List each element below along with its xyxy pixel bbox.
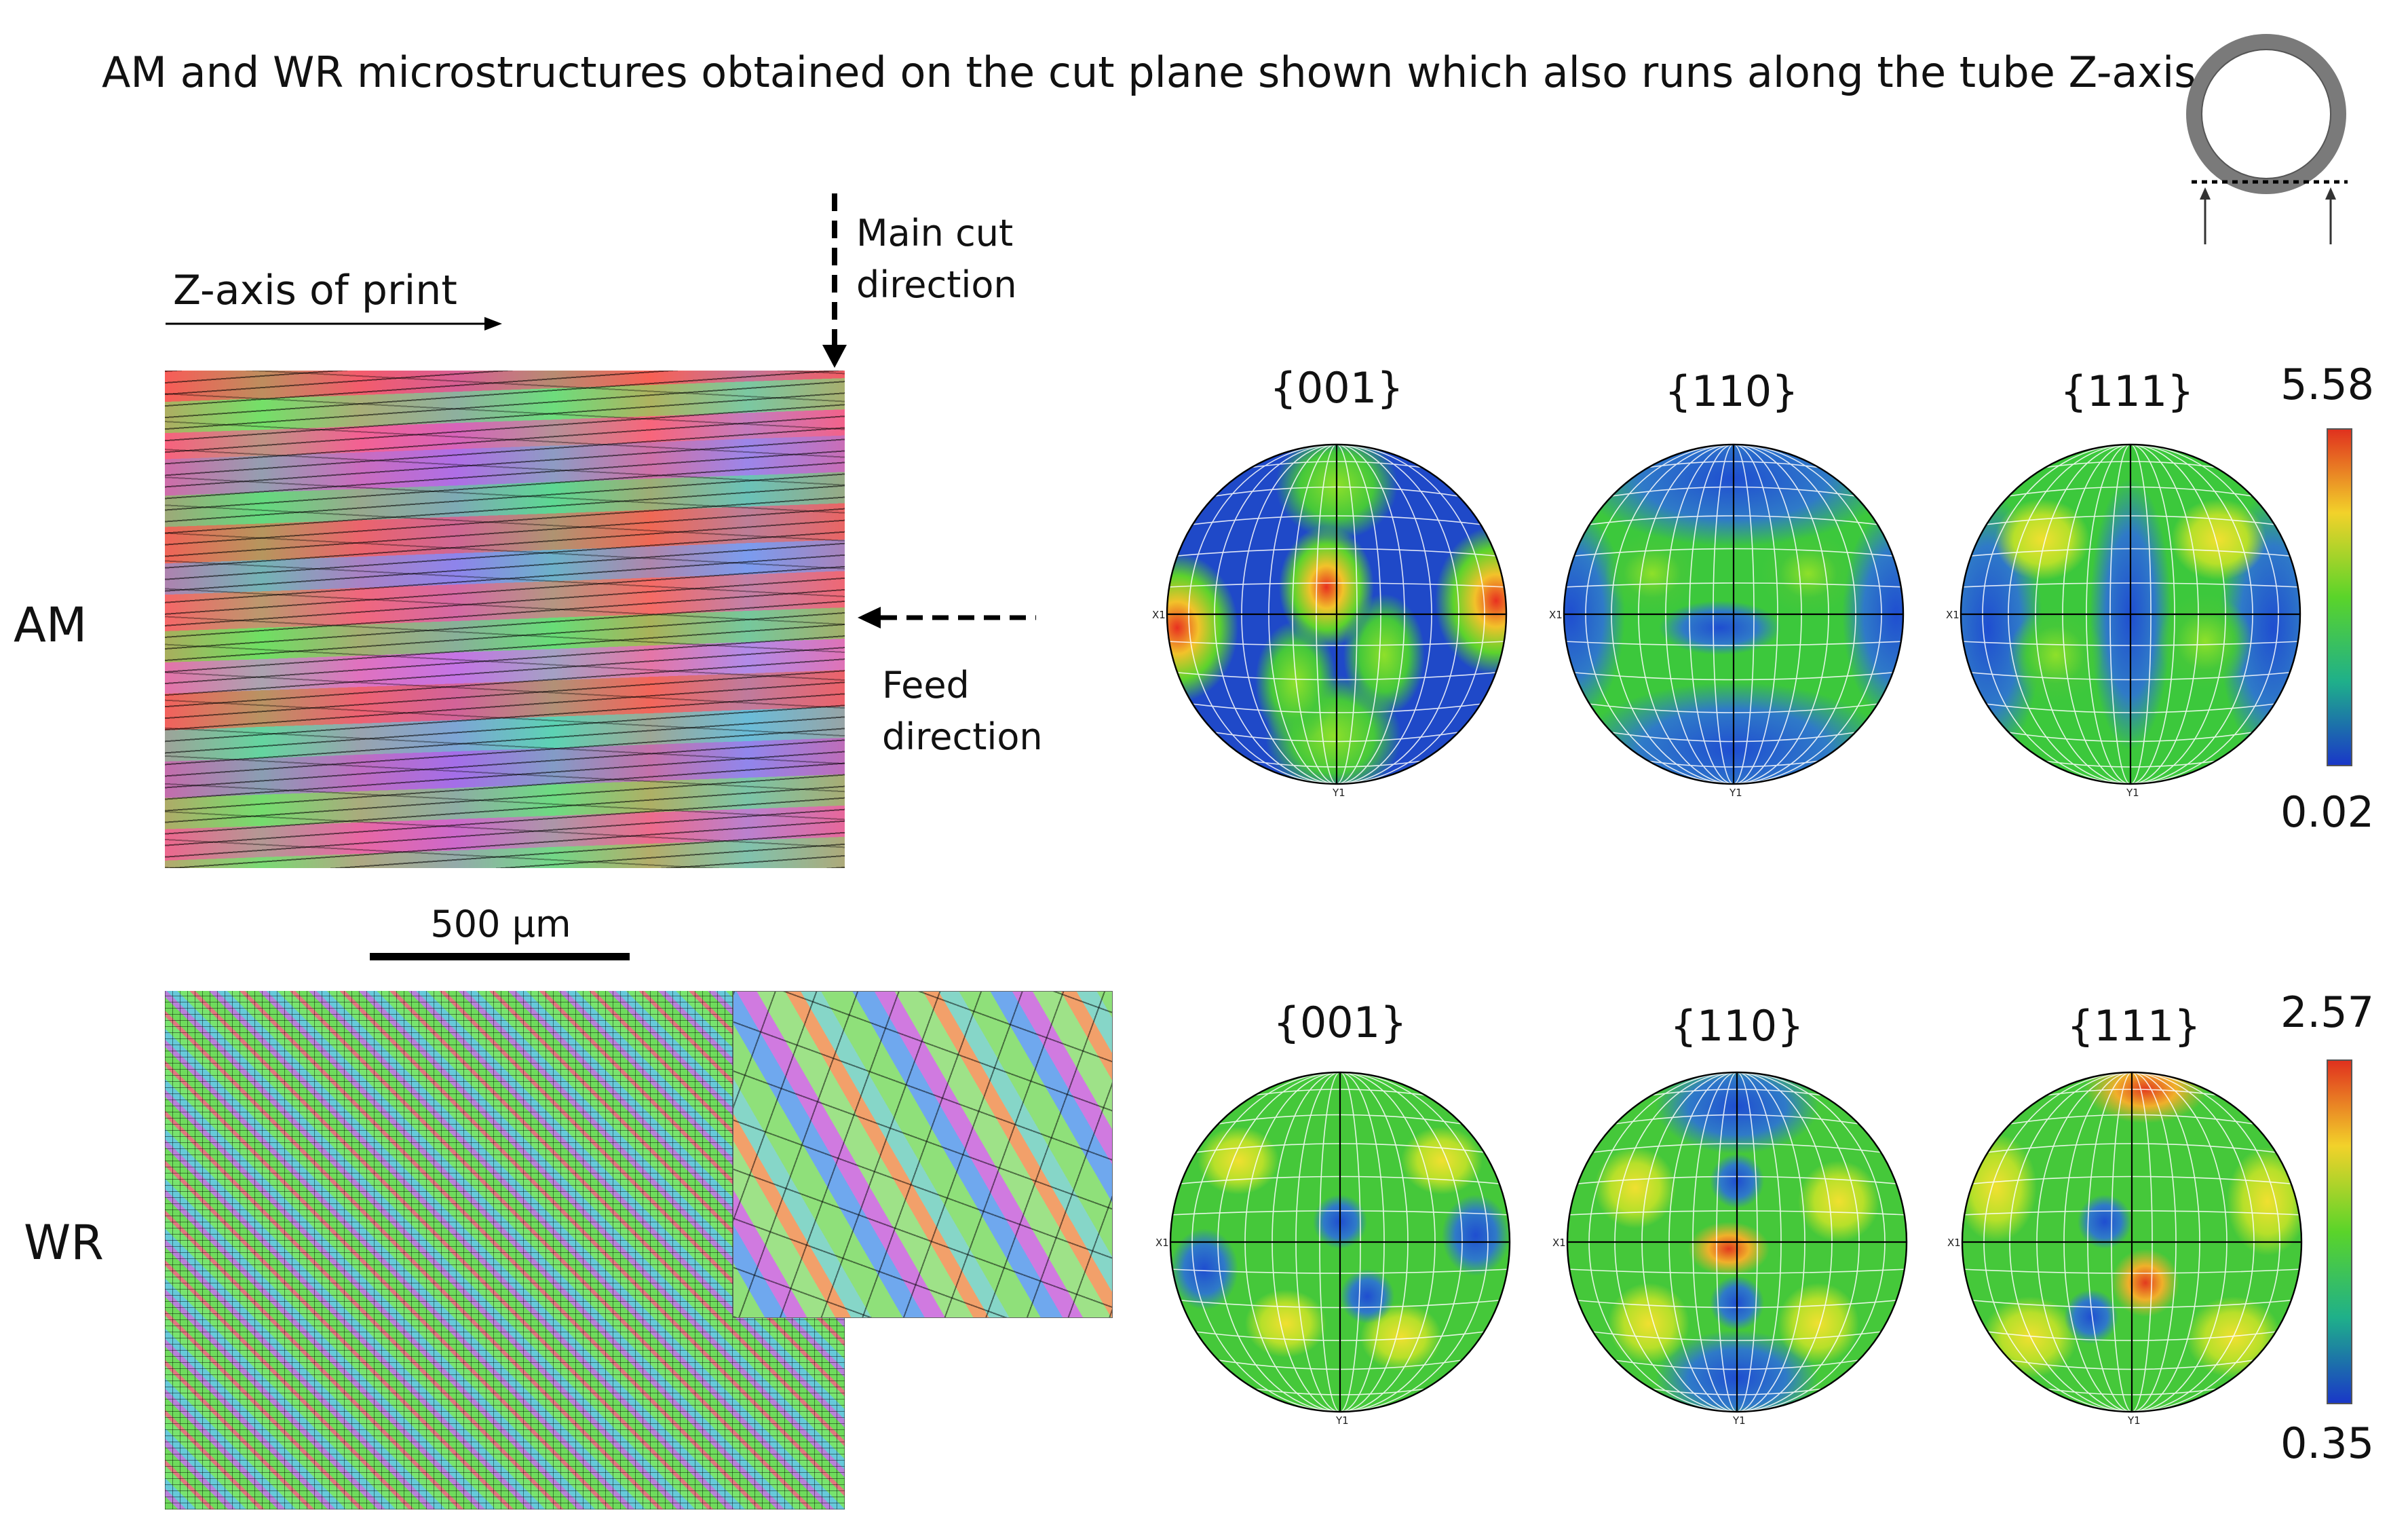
feed-direction-label: Feed direction [882, 660, 1043, 763]
am-colorbar-max: 5.58 [2280, 360, 2375, 409]
axis-x1-label: X1 [1552, 1237, 1566, 1249]
am-pf-label-001: {001} [1269, 363, 1404, 413]
wr-colorbar-max: 2.57 [2280, 988, 2375, 1037]
axis-y1-label: Y1 [1729, 787, 1742, 799]
axis-y1-label: Y1 [1732, 1414, 1746, 1427]
main-cut-line1: Main cut [856, 212, 1014, 255]
am-pole-figure-110: X1 Y1 [1549, 443, 1905, 799]
wr-colorbar [2327, 1059, 2352, 1404]
z-axis-label: Z-axis of print [173, 267, 457, 314]
scale-bar [370, 953, 630, 960]
wr-inset-magnified [733, 991, 1113, 1318]
axis-x1-label: X1 [1549, 609, 1563, 621]
wr-pf-label-001: {001} [1273, 998, 1407, 1047]
axis-x1-label: X1 [1946, 609, 1960, 621]
wr-pole-figure-110: X1 Y1 [1552, 1071, 1908, 1427]
axis-x1-label: X1 [1947, 1237, 1961, 1249]
feed-line2: direction [882, 715, 1043, 758]
axis-x1-label: X1 [1152, 609, 1166, 621]
axis-y1-label: Y1 [1335, 1414, 1349, 1427]
tube-cross-section-icon [2186, 34, 2348, 244]
feed-direction-arrow [858, 607, 1036, 628]
am-pole-figure-001: X1 Y1 [1152, 443, 1508, 799]
wr-microstructure-map [165, 991, 845, 1509]
main-cut-label: Main cut direction [856, 208, 1017, 311]
main-cut-arrow [822, 193, 847, 368]
am-pf-label-111: {111} [2060, 367, 2194, 416]
am-pole-figure-111: X1 Y1 [1946, 443, 2301, 799]
figure-title: AM and WR microstructures obtained on th… [102, 48, 2196, 97]
scale-bar-label: 500 µm [430, 903, 571, 945]
axis-y1-label: Y1 [2127, 1414, 2141, 1427]
axis-y1-label: Y1 [2126, 787, 2139, 799]
am-microstructure-map [165, 371, 845, 868]
wr-colorbar-min: 0.35 [2280, 1419, 2375, 1468]
wr-pole-figure-111: X1 Y1 [1947, 1071, 2303, 1427]
wr-pf-label-111: {111} [2067, 1001, 2201, 1051]
row-label-am: AM [14, 597, 88, 653]
am-pf-label-110: {110} [1664, 367, 1799, 416]
z-axis-arrow [166, 317, 502, 331]
axis-x1-label: X1 [1155, 1237, 1169, 1249]
am-colorbar [2327, 428, 2352, 766]
wr-pf-label-110: {110} [1670, 1001, 1804, 1051]
feed-line1: Feed [882, 664, 970, 707]
row-label-wr: WR [24, 1215, 104, 1271]
axis-y1-label: Y1 [1332, 787, 1345, 799]
am-colorbar-min: 0.02 [2280, 787, 2375, 837]
wr-pole-figure-001: X1 Y1 [1155, 1071, 1511, 1427]
main-cut-line2: direction [856, 263, 1017, 306]
